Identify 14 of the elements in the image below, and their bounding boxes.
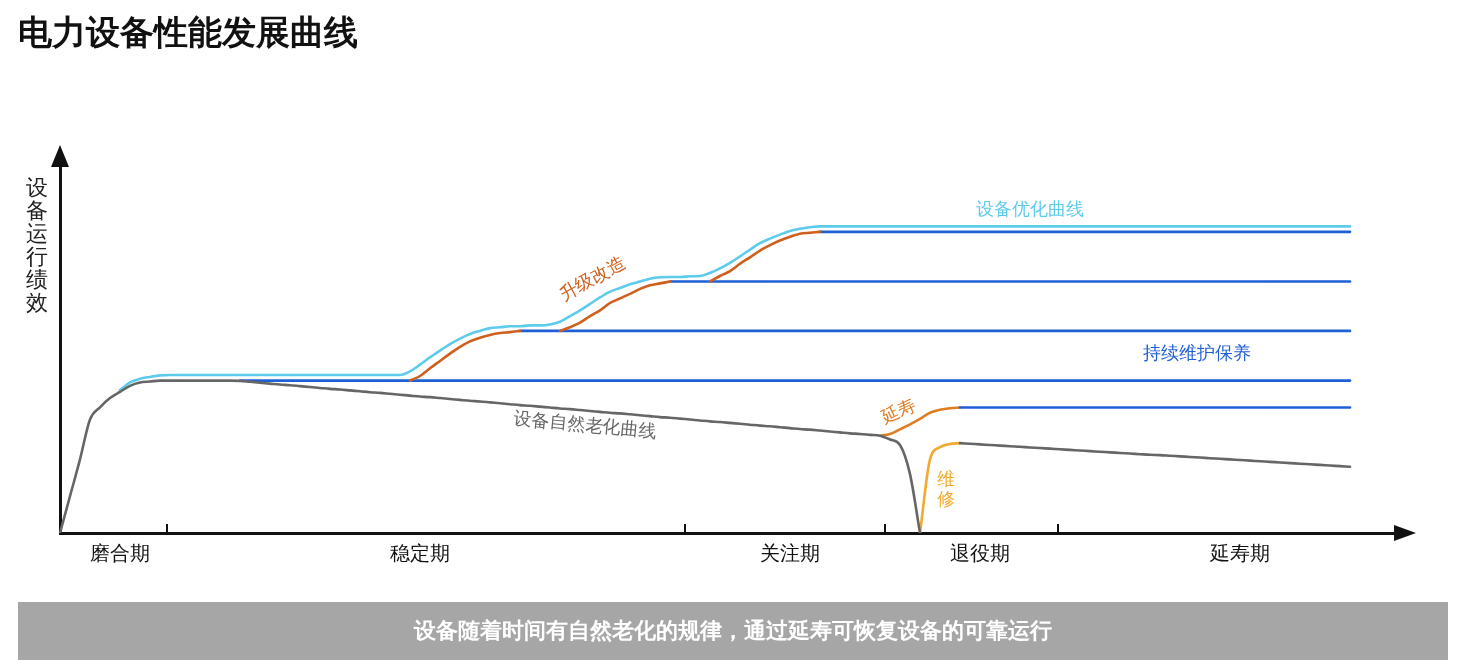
series-label: 持续维护保养	[1143, 342, 1251, 364]
x-tick-label: 磨合期	[90, 541, 150, 566]
text: 升级改造	[555, 251, 629, 305]
x-tick-label: 退役期	[950, 541, 1010, 566]
text: 延寿	[876, 393, 919, 429]
x-tick-label: 稳定期	[390, 541, 450, 566]
series-label: 设备优化曲线	[976, 198, 1084, 220]
chart-title: 电力设备性能发展曲线	[18, 11, 358, 54]
y-axis-title: 设备运行绩效	[25, 175, 48, 315]
x-tick-label: 延寿期	[1209, 541, 1270, 566]
x-tick-label: 关注期	[760, 541, 820, 566]
text: 设备随着时间有自然老化的规律，通过延寿可恢复设备的可靠运行	[414, 617, 1052, 645]
series-label: 维修	[936, 468, 956, 510]
text: 设备自然老化曲线	[512, 407, 658, 442]
